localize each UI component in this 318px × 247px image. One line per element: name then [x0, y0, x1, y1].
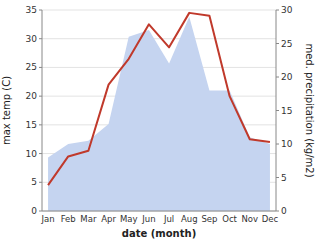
- x-tick-label: Jan: [40, 214, 54, 224]
- grid-line: [42, 38, 276, 39]
- y-tick: [39, 124, 42, 125]
- y-tick: [39, 211, 42, 212]
- y2-tick-label: 0: [281, 206, 287, 216]
- axes: 0 5 10 15 20 25 30 35 0 5 10 15 20 25 30 Jan Feb Mar Apr Ma…: [26, 5, 293, 224]
- y2-tick-label: 20: [281, 72, 293, 82]
- y2-tick-label: 5: [281, 173, 287, 183]
- y-tick: [39, 182, 42, 183]
- x-axis-line: [42, 211, 276, 212]
- x-tick-label: Dec: [262, 214, 279, 224]
- x-tick-label: Sep: [201, 214, 217, 224]
- y2-tick: [276, 43, 279, 44]
- y-tick: [39, 153, 42, 154]
- y-tick: [39, 10, 42, 11]
- grid-line: [42, 10, 276, 11]
- x-tick-label: Apr: [101, 214, 116, 224]
- grid-line: [42, 211, 276, 212]
- y2-axis-label: med. precipitation (kg/m2): [304, 43, 315, 177]
- y2-tick: [276, 211, 279, 212]
- precipitation-area: [48, 17, 270, 211]
- x-tick-label: Oct: [222, 214, 237, 224]
- x-tick-label: Jul: [163, 214, 174, 224]
- y-tick: [39, 96, 42, 97]
- y2-tick-label: 30: [281, 5, 293, 15]
- x-tick-label: Aug: [181, 214, 198, 224]
- y2-tick-label: 25: [281, 39, 292, 49]
- y2-tick: [276, 177, 279, 178]
- x-axis-label: date (month): [122, 228, 196, 239]
- x-tick-label: Nov: [241, 214, 258, 224]
- temperature-line: [48, 13, 270, 185]
- y-tick: [39, 38, 42, 39]
- grid: [42, 10, 276, 211]
- y-axis-label: max temp (C): [1, 76, 12, 145]
- y2-tick: [276, 10, 279, 11]
- y-tick-label: 10: [26, 149, 38, 159]
- y-tick-label: 20: [26, 91, 38, 101]
- y2-tick-label: 15: [281, 106, 292, 116]
- x-tick-label: Feb: [61, 214, 76, 224]
- y2-tick-label: 10: [281, 139, 293, 149]
- y2-tick: [276, 77, 279, 78]
- y-tick-label: 30: [26, 34, 38, 44]
- x-tick-label: Mar: [80, 214, 97, 224]
- plot-area: [48, 13, 270, 211]
- y-tick-label: 0: [31, 206, 37, 216]
- y-tick: [39, 67, 42, 68]
- y2-tick: [276, 110, 279, 111]
- y-tick-label: 35: [26, 5, 37, 15]
- y-axis-line: [42, 10, 43, 211]
- y-tick-label: 5: [31, 177, 37, 187]
- x-tick-label: Jun: [141, 214, 155, 224]
- y-tick-label: 15: [26, 120, 37, 130]
- chart: 0 5 10 15 20 25 30 35 0 5 10 15 20 25 30 Jan Feb Mar Apr Ma…: [0, 0, 318, 247]
- x-tick-label: May: [120, 214, 138, 224]
- y2-tick: [276, 144, 279, 145]
- y-tick-label: 25: [26, 62, 37, 72]
